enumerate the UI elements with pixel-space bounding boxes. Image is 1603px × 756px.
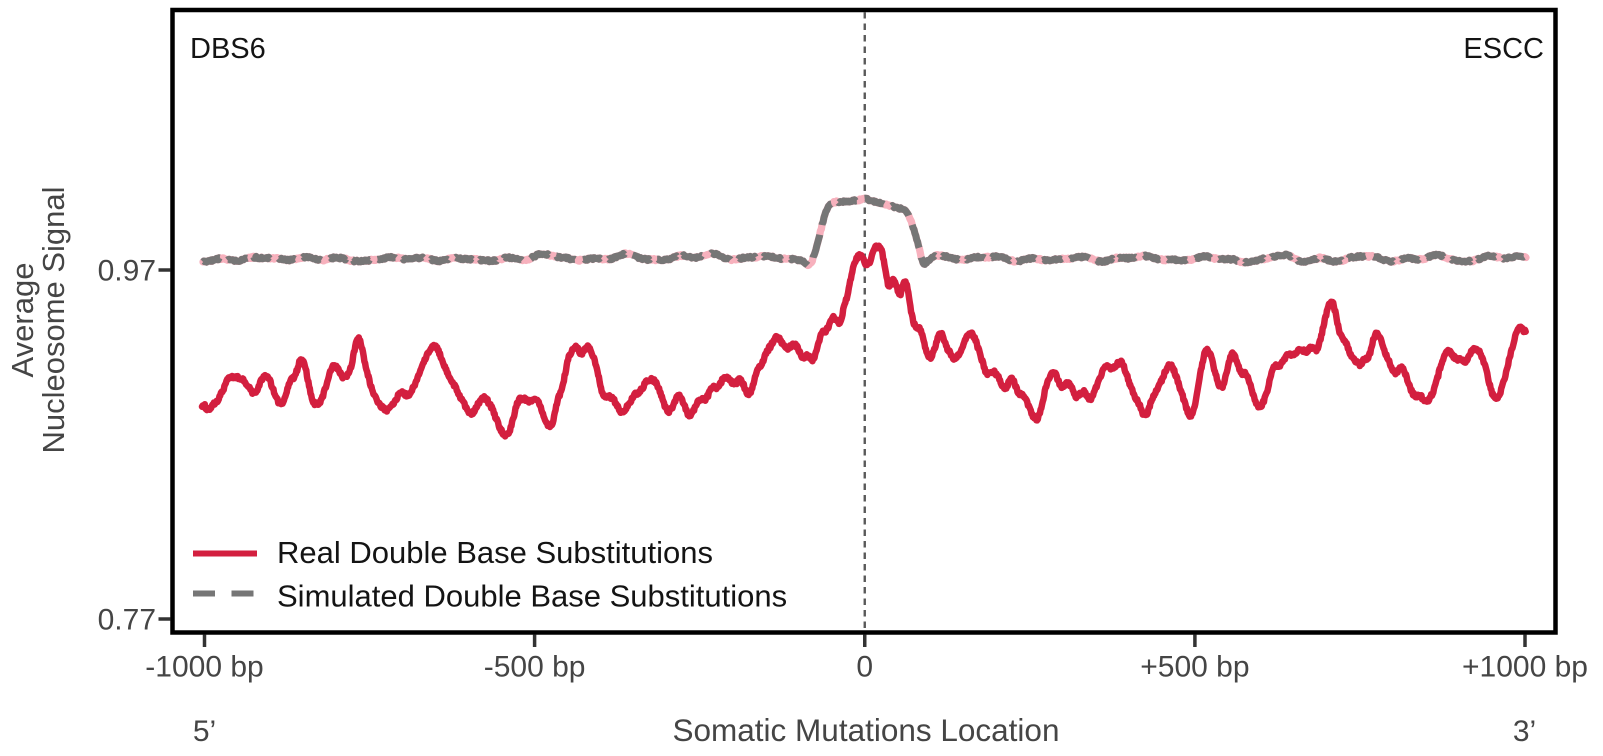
- svg-text:ESCC: ESCC: [1463, 33, 1544, 65]
- svg-text:Real Double Base Substitutions: Real Double Base Substitutions: [277, 535, 713, 570]
- svg-text:-1000 bp: -1000 bp: [145, 651, 263, 684]
- svg-text:+500 bp: +500 bp: [1140, 651, 1249, 684]
- svg-text:Average: Average: [5, 263, 40, 378]
- svg-text:+1000 bp: +1000 bp: [1462, 651, 1588, 684]
- svg-text:Nucleosome Signal: Nucleosome Signal: [36, 186, 71, 453]
- svg-text:0: 0: [856, 651, 873, 684]
- svg-text:0.97: 0.97: [98, 255, 156, 288]
- svg-text:Somatic Mutations Location: Somatic Mutations Location: [673, 712, 1060, 748]
- svg-text:5’: 5’: [193, 715, 216, 748]
- svg-text:0.77: 0.77: [98, 604, 156, 637]
- svg-text:3’: 3’: [1513, 715, 1536, 748]
- svg-text:Simulated Double Base Substitu: Simulated Double Base Substitutions: [277, 579, 787, 614]
- svg-text:DBS6: DBS6: [190, 33, 266, 65]
- svg-text:-500 bp: -500 bp: [484, 651, 586, 684]
